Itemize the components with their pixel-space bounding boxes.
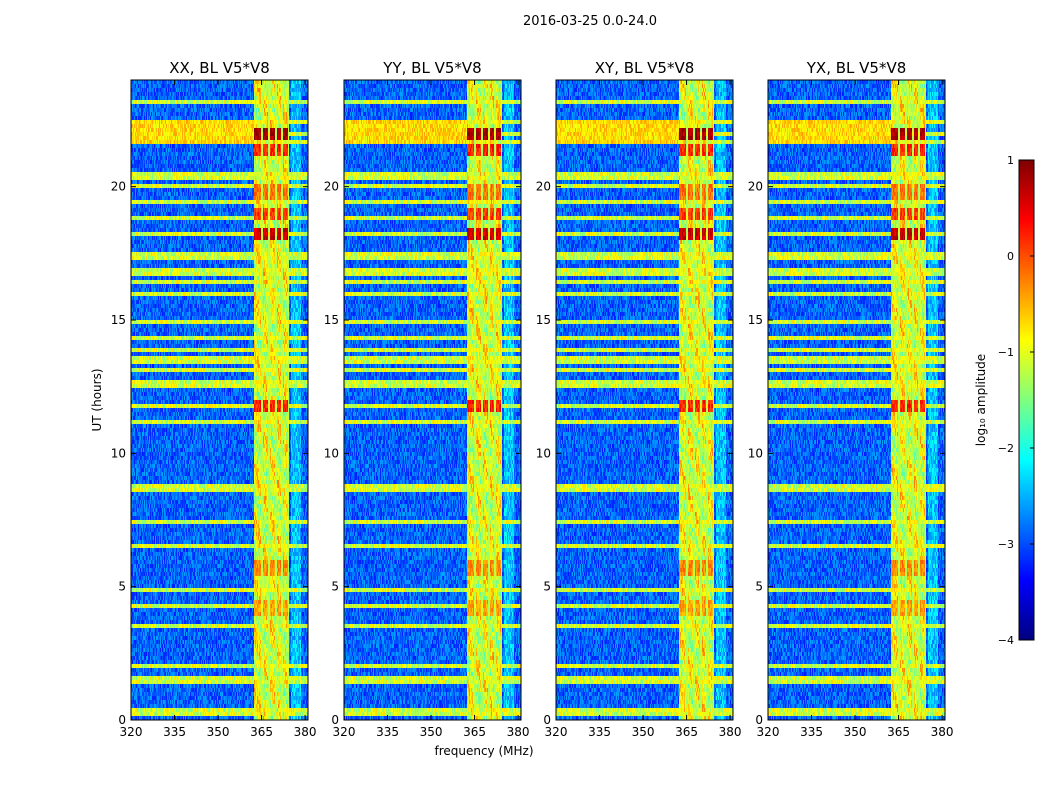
colorbar-tick-label: −3 — [998, 538, 1014, 551]
panel-1: XX, BL V5*V8 320 335 350 365 380 0 5 10 15 20 — [111, 59, 317, 739]
y-tick-label: 10 — [536, 446, 551, 460]
y-tick-label: 5 — [543, 580, 551, 594]
x-tick-label: 320 — [757, 725, 780, 739]
y-tick-label: 5 — [755, 580, 763, 594]
y-tick-label: 20 — [536, 180, 551, 194]
x-tick-label: 365 — [675, 725, 698, 739]
heatmap-image — [556, 80, 733, 720]
figure-title: 2016-03-25 0.0-24.0 — [523, 14, 657, 29]
x-tick-label: 380 — [719, 725, 742, 739]
colorbar-label: log₁₀ amplitude — [974, 354, 988, 446]
x-tick-label: 380 — [931, 725, 954, 739]
y-tick-label: 0 — [331, 713, 339, 727]
y-tick-label: 10 — [324, 446, 339, 460]
x-tick-label: 380 — [294, 725, 317, 739]
colorbar-tick-label: −4 — [998, 634, 1014, 647]
heatmap-image — [131, 80, 308, 720]
colorbar — [1018, 159, 1035, 641]
heatmap-image — [768, 80, 945, 720]
y-tick-label: 20 — [748, 180, 763, 194]
x-tick-label: 365 — [887, 725, 910, 739]
x-tick-label: 365 — [463, 725, 486, 739]
plot-frame — [343, 79, 522, 721]
panel-title: XX, BL V5*V8 — [169, 59, 270, 77]
colorbar-tick-label: −2 — [998, 442, 1014, 455]
x-tick-label: 335 — [588, 725, 611, 739]
x-tick-label: 380 — [507, 725, 530, 739]
heatmap-image — [344, 80, 521, 720]
y-tick-label: 15 — [111, 313, 126, 327]
x-tick-label: 350 — [420, 725, 443, 739]
y-tick-label: 20 — [111, 180, 126, 194]
x-tick-label: 350 — [207, 725, 230, 739]
plot-frame — [767, 79, 946, 721]
x-tick-label: 320 — [120, 725, 143, 739]
plot-frame — [555, 79, 734, 721]
y-tick-label: 0 — [118, 713, 126, 727]
panel-title: XY, BL V5*V8 — [595, 59, 695, 77]
panel-3: XY, BL V5*V8 320 335 350 365 380 0 5 10 15 20 — [536, 59, 742, 739]
x-tick-label: 350 — [844, 725, 867, 739]
y-tick-label: 0 — [543, 713, 551, 727]
panel-4: YX, BL V5*V8 320 335 350 365 380 0 5 10 15 20 — [748, 59, 954, 739]
x-tick-label: 320 — [333, 725, 356, 739]
colorbar-tick-label: 0 — [1007, 250, 1014, 263]
colorbar-tick-label: −1 — [998, 346, 1014, 359]
y-tick-label: 15 — [748, 313, 763, 327]
y-tick-label: 10 — [748, 446, 763, 460]
x-tick-label: 335 — [376, 725, 399, 739]
y-tick-label: 0 — [755, 713, 763, 727]
panel-2: YY, BL V5*V8 320 335 350 365 380 0 5 10 15 20 — [324, 59, 530, 739]
x-tick-label: 335 — [163, 725, 186, 739]
y-tick-label: 20 — [324, 180, 339, 194]
y-tick-label: 15 — [324, 313, 339, 327]
y-tick-label: 15 — [536, 313, 551, 327]
y-tick-label: 5 — [118, 580, 126, 594]
colorbar-tick-label: 1 — [1007, 154, 1014, 167]
x-tick-label: 335 — [800, 725, 823, 739]
panel-title: YX, BL V5*V8 — [806, 59, 907, 77]
y-tick-label: 10 — [111, 446, 126, 460]
x-axis-label: frequency (MHz) — [434, 744, 533, 758]
y-axis-label: UT (hours) — [90, 368, 104, 431]
plot-frame — [130, 79, 309, 721]
y-tick-label: 5 — [331, 580, 339, 594]
panel-title: YY, BL V5*V8 — [382, 59, 481, 77]
x-tick-label: 320 — [545, 725, 568, 739]
x-tick-label: 350 — [632, 725, 655, 739]
x-tick-label: 365 — [250, 725, 273, 739]
